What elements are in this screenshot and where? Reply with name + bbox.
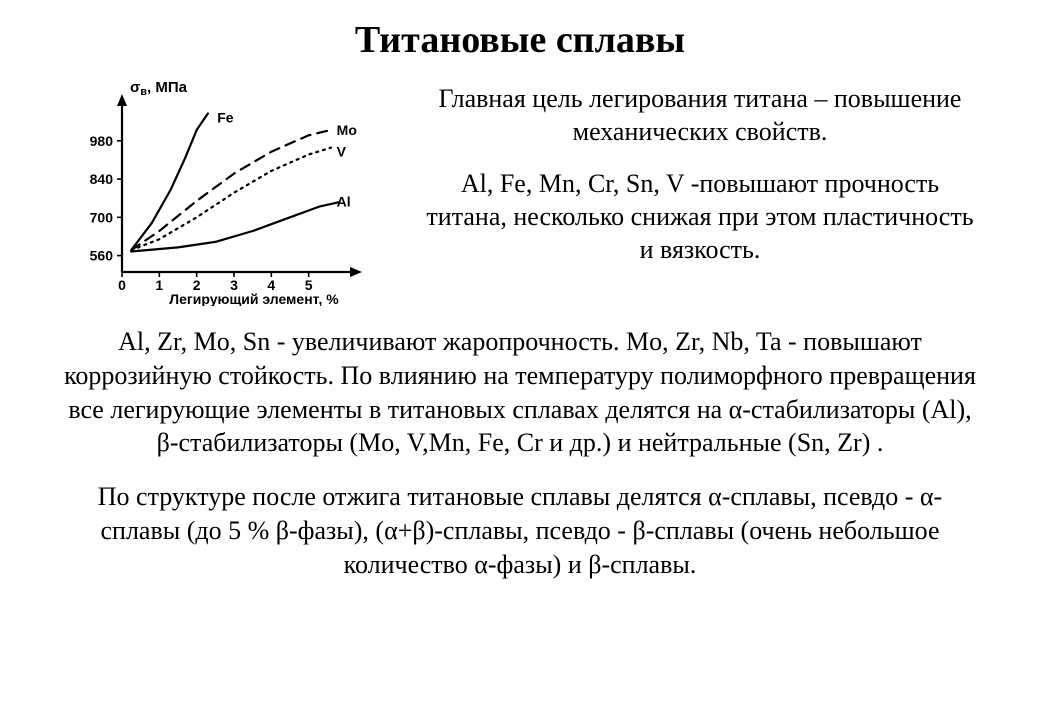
page-title: Титановые сплавы (60, 18, 980, 62)
svg-text:0: 0 (118, 277, 126, 293)
svg-text:Al: Al (337, 193, 351, 209)
svg-text:1: 1 (155, 277, 163, 293)
svg-text:560: 560 (90, 248, 114, 264)
svg-text:Легирующий элемент, %: Легирующий элемент, % (169, 291, 339, 306)
svg-text:700: 700 (90, 209, 114, 225)
svg-text:980: 980 (90, 133, 114, 149)
svg-text:Mo: Mo (337, 122, 357, 138)
body-paragraph-2: По структуре после отжига титановые спла… (60, 480, 980, 581)
strength-chart: 560700840980012345σв, МПаЛегирующий элем… (60, 76, 390, 311)
svg-text:Fe: Fe (217, 110, 234, 126)
svg-text:V: V (337, 144, 347, 160)
side-paragraph-1: Главная цель легирования титана – повыше… (420, 82, 980, 149)
side-paragraph-2: Al, Fe, Mn, Cr, Sn, V -повышают прочност… (420, 167, 980, 267)
svg-text:σв, МПа: σв, МПа (130, 79, 188, 98)
body-paragraph-1: Al, Zr, Mo, Sn - увеличивают жаропрочнос… (60, 325, 980, 460)
svg-text:840: 840 (90, 171, 114, 187)
